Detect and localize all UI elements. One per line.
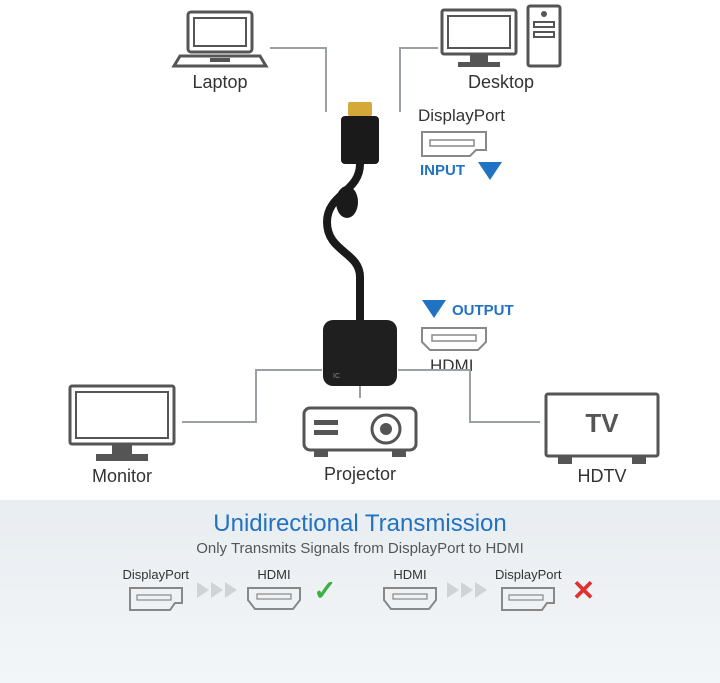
direction-row: DisplayPort HDMI ✓ HDMI: [0, 567, 720, 613]
left-from-block: DisplayPort: [123, 567, 189, 613]
hdmi-small-icon-2: [381, 585, 439, 613]
right-to-label: DisplayPort: [495, 567, 561, 582]
right-from-label: HDMI: [393, 567, 426, 582]
banner-subtitle: Only Transmits Signals from DisplayPort …: [0, 540, 720, 557]
connector-lines: [0, 0, 720, 500]
banner-title: Unidirectional Transmission: [0, 510, 720, 538]
right-from-block: HDMI: [381, 567, 439, 613]
left-to-block: HDMI: [245, 567, 303, 613]
bottom-banner: Unidirectional Transmission Only Transmi…: [0, 500, 720, 683]
left-to-label: HDMI: [257, 567, 290, 582]
displayport-small-icon-2: [499, 585, 557, 613]
left-from-label: DisplayPort: [123, 567, 189, 582]
no-arrows-icon: [447, 582, 487, 598]
displayport-small-icon: [127, 585, 185, 613]
cross-icon: ✕: [572, 575, 595, 606]
right-to-block: DisplayPort: [495, 567, 561, 613]
hdmi-small-icon: [245, 585, 303, 613]
ok-arrows-icon: [197, 582, 237, 598]
check-icon: ✓: [313, 575, 336, 606]
